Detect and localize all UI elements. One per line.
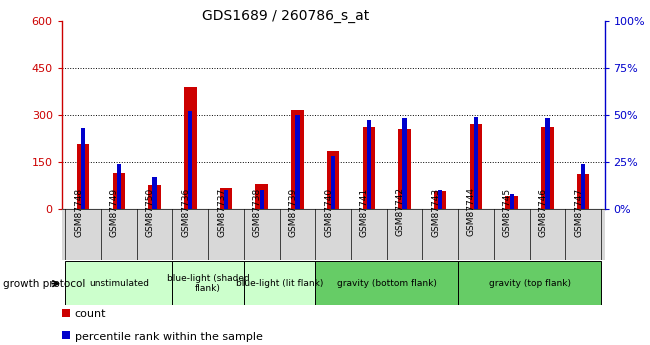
Text: GSM87748: GSM87748 — [74, 187, 83, 237]
Bar — [65, 261, 172, 305]
Bar — [153, 177, 157, 209]
Bar — [402, 118, 407, 209]
Text: GSM87738: GSM87738 — [253, 187, 262, 237]
Text: growth protocol: growth protocol — [3, 279, 86, 288]
Bar — [541, 127, 554, 209]
Bar — [295, 115, 300, 209]
Text: GDS1689 / 260786_s_at: GDS1689 / 260786_s_at — [202, 9, 370, 23]
Text: GSM87740: GSM87740 — [324, 187, 333, 237]
Text: blue-light (shaded
flank): blue-light (shaded flank) — [167, 274, 250, 293]
Bar — [259, 190, 264, 209]
Bar — [438, 190, 443, 209]
Bar — [398, 129, 411, 209]
Bar — [112, 173, 125, 209]
Bar — [577, 174, 590, 209]
Text: GSM87742: GSM87742 — [396, 187, 404, 236]
Text: GSM87737: GSM87737 — [217, 187, 226, 237]
Bar — [327, 151, 339, 209]
Bar — [117, 164, 121, 209]
Text: GSM87741: GSM87741 — [360, 187, 369, 237]
Bar — [506, 196, 518, 209]
Bar — [184, 87, 196, 209]
Text: GSM87744: GSM87744 — [467, 187, 476, 236]
Bar — [244, 261, 315, 305]
Bar — [220, 188, 232, 209]
Text: GSM87746: GSM87746 — [538, 187, 547, 237]
Text: count: count — [75, 309, 106, 319]
Text: GSM87749: GSM87749 — [110, 187, 119, 237]
Text: GSM87747: GSM87747 — [574, 187, 583, 237]
Bar — [510, 194, 514, 209]
Bar — [188, 111, 192, 209]
Bar — [77, 145, 90, 209]
Bar — [581, 164, 585, 209]
Text: GSM87745: GSM87745 — [502, 187, 512, 237]
Text: gravity (bottom flank): gravity (bottom flank) — [337, 279, 437, 288]
Text: gravity (top flank): gravity (top flank) — [489, 279, 571, 288]
Bar — [474, 117, 478, 209]
Bar — [331, 156, 335, 209]
Text: GSM87743: GSM87743 — [431, 187, 440, 237]
Bar — [315, 261, 458, 305]
Bar — [172, 261, 244, 305]
Bar — [291, 110, 304, 209]
Bar — [470, 124, 482, 209]
Bar — [148, 185, 161, 209]
Bar — [545, 118, 549, 209]
Bar — [224, 190, 228, 209]
Text: GSM87739: GSM87739 — [289, 187, 298, 237]
Text: GSM87750: GSM87750 — [146, 187, 155, 237]
Bar — [363, 127, 375, 209]
Text: unstimulated: unstimulated — [89, 279, 149, 288]
Text: percentile rank within the sample: percentile rank within the sample — [75, 332, 263, 342]
Text: blue-light (lit flank): blue-light (lit flank) — [236, 279, 323, 288]
Bar — [458, 261, 601, 305]
Bar — [81, 128, 85, 209]
Bar — [255, 184, 268, 209]
Bar — [367, 120, 371, 209]
Text: GSM87736: GSM87736 — [181, 187, 190, 237]
Bar — [434, 191, 447, 209]
